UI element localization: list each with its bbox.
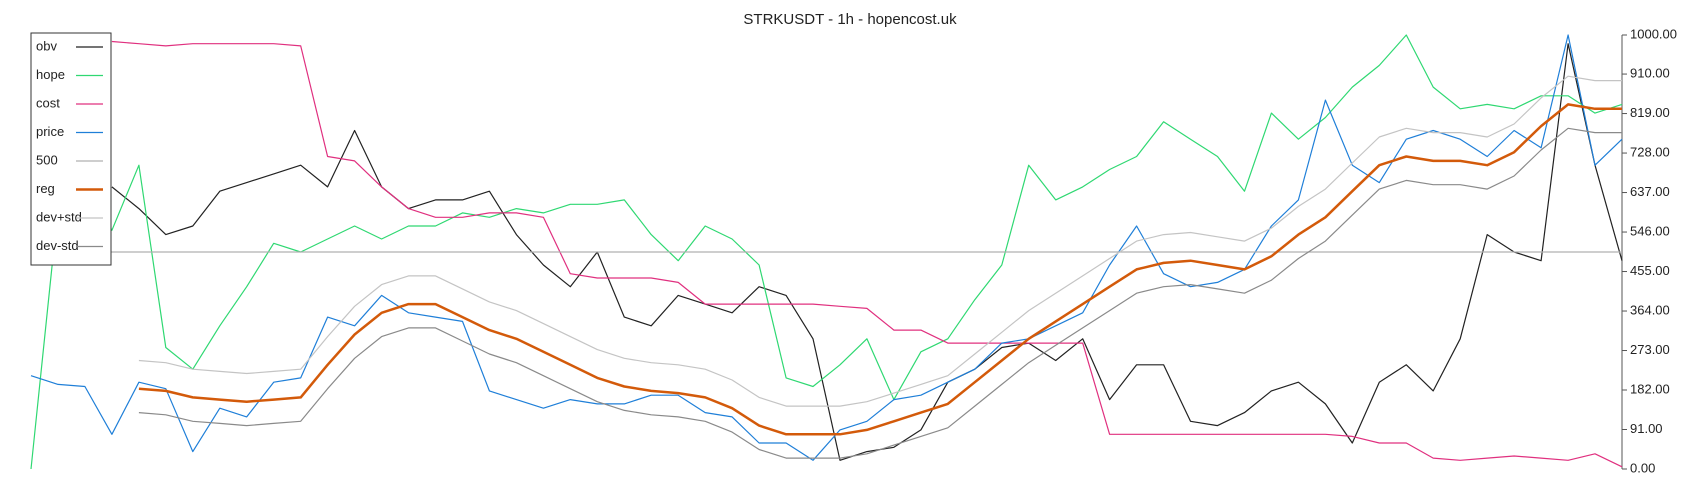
chart-title: STRKUSDT - 1h - hopencost.uk xyxy=(743,11,957,28)
legend-box xyxy=(30,32,112,266)
y-tick-label: 273.00 xyxy=(1630,342,1670,357)
series-line xyxy=(138,127,1622,459)
y-tick-label: 0.00 xyxy=(1630,460,1655,475)
y-tick-label: 182.00 xyxy=(1630,381,1670,396)
y-tick-label: 819.00 xyxy=(1630,105,1670,120)
series-line xyxy=(30,34,1623,470)
y-tick-label: 728.00 xyxy=(1630,144,1670,159)
legend-label: 500 xyxy=(36,152,58,167)
y-tick-label: 546.00 xyxy=(1630,223,1670,238)
series-line xyxy=(111,40,1623,468)
legend-label: price xyxy=(36,124,64,139)
series-line xyxy=(30,34,1623,461)
series-line xyxy=(138,75,1622,407)
legend-label: hope xyxy=(36,67,65,82)
legend-label: cost xyxy=(36,95,60,110)
legend-label: dev+std xyxy=(36,209,82,224)
series-line xyxy=(138,103,1622,436)
y-tick-label: 1000.00 xyxy=(1630,26,1677,41)
y-tick-label: 91.00 xyxy=(1630,421,1663,436)
y-tick-label: 910.00 xyxy=(1630,65,1670,80)
y-tick-label: 637.00 xyxy=(1630,184,1670,199)
plot-area: 0.00 91.00 182.00 273.00 364.00 455.00 546.00 6… xyxy=(30,26,1677,475)
legend-label: reg xyxy=(36,181,55,196)
legend: obv hope cost price 500 reg dev+std dev-std xyxy=(30,32,112,266)
y-tick-label: 364.00 xyxy=(1630,302,1670,317)
legend-label: obv xyxy=(36,38,57,53)
y-tick-label: 455.00 xyxy=(1630,263,1670,278)
legend-label: dev-std xyxy=(36,238,79,253)
series-line xyxy=(111,43,1623,461)
